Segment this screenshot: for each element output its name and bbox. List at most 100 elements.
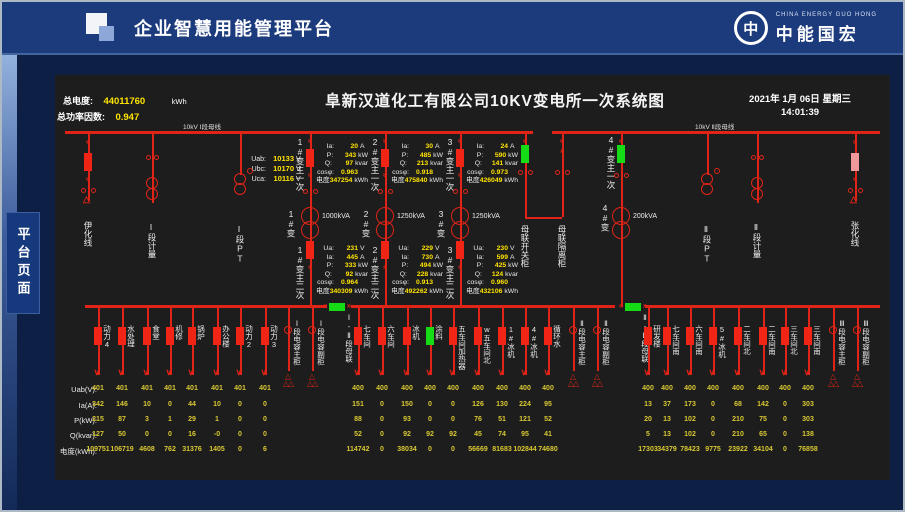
feeder-arrow-icon: ∨	[142, 367, 150, 377]
capacitor-bank-icon: △ △△	[851, 372, 863, 388]
metering-ct-circle	[751, 188, 763, 200]
feeder-label: 5#冰机	[717, 325, 727, 358]
bus2-label: 10kV Ⅱ段母线	[695, 124, 735, 131]
feeder-breaker[interactable]	[213, 327, 221, 345]
feeder-breaker[interactable]	[166, 327, 174, 345]
table-value: 401	[92, 385, 104, 392]
feeder-breaker[interactable]	[734, 327, 742, 345]
transformer-secondary-breaker[interactable]	[381, 241, 389, 259]
capacitor-fuse-circle	[829, 326, 837, 334]
feeder-arrow-icon: ∨	[543, 367, 551, 377]
pt-line	[707, 134, 709, 175]
bus-tie-breaker[interactable]	[521, 145, 529, 163]
meas-row: 电度 492262 kWh	[391, 287, 443, 295]
feeder-arrow-icon: ∨	[662, 367, 670, 377]
feeder-breaker[interactable]	[804, 327, 812, 345]
feeder-label: 七车间南	[671, 325, 681, 355]
feeder-arrow-icon: ∨	[235, 367, 243, 377]
feeder-label: 研发楼	[652, 325, 662, 348]
incomer-breaker[interactable]	[851, 153, 859, 171]
meas-row: Q: 97 kvar	[324, 160, 368, 167]
feeder-breaker[interactable]	[781, 327, 789, 345]
primary-measurement-box: Ia: 20 A P: 343 kW Q: 97 kvar cosφ: 0.963 电度 347254 k…	[316, 143, 368, 186]
feeder-breaker[interactable]	[544, 327, 552, 345]
feeder-breaker[interactable]	[261, 327, 269, 345]
app-header: 企业智慧用能管理平台 中 CHINA ENERGY GUO HONG 中能国宏	[2, 2, 903, 55]
feeder-breaker[interactable]	[378, 327, 386, 345]
table-value: 127	[92, 431, 104, 438]
metering-line	[152, 134, 154, 203]
feeder-label: w五车间北	[482, 325, 492, 364]
chevron-down-icon: «	[557, 138, 566, 144]
feeder-breaker[interactable]	[644, 327, 652, 345]
metering-label: Ⅱ段计量	[752, 223, 762, 259]
feeder-breaker[interactable]	[354, 327, 362, 345]
pt-circle	[701, 183, 713, 195]
scada-panel: 总电度: 44011760 kWh 总功率因数: 0.947 阜新汉道化工有限公…	[55, 75, 890, 480]
secondary-measurement-box: Ua: 230 V Ia: 599 A P: 425 kW Q: 124 kvar cosφ: 0.960…	[466, 245, 518, 296]
table-value: 34379	[657, 446, 677, 453]
table-value: 29	[188, 416, 196, 423]
incomer-breaker[interactable]	[84, 153, 92, 171]
feeder-breaker[interactable]	[709, 327, 717, 345]
table-value: 95	[544, 401, 552, 408]
platform-page-tab[interactable]: 平台页面	[6, 212, 40, 314]
feeder-breaker[interactable]	[143, 327, 151, 345]
feeder-breaker[interactable]	[449, 327, 457, 345]
table-value: 126	[472, 401, 484, 408]
feeder-arrow-icon: ∨	[497, 367, 505, 377]
table-row-label: Ia(A):	[78, 401, 97, 410]
table-value: 400	[376, 385, 388, 392]
table-value: 400	[424, 385, 436, 392]
feeder-breaker[interactable]	[236, 327, 244, 345]
table-value: 0	[238, 431, 242, 438]
transformer-primary-breaker[interactable]	[456, 149, 464, 167]
feeder-breaker[interactable]	[118, 327, 126, 345]
feeder-breaker[interactable]	[474, 327, 482, 345]
feeder-breaker[interactable]	[188, 327, 196, 345]
capacitor-cabinet-label: Ⅲ段电容主柜	[837, 319, 847, 366]
feeder-breaker[interactable]	[686, 327, 694, 345]
table-value: 342	[92, 401, 104, 408]
symbol-circle	[847, 187, 853, 193]
feeder-arrow-icon: ∨	[93, 367, 101, 377]
transformer-primary-breaker[interactable]	[306, 149, 314, 167]
meas-row: Ua: 229 V	[398, 245, 440, 252]
feeder-breaker[interactable]	[94, 327, 102, 345]
feeder-label: 动力3	[269, 325, 279, 349]
feeder-breaker[interactable]	[663, 327, 671, 345]
table-value: 87	[118, 416, 126, 423]
lv-bus-tie-breaker[interactable]	[329, 303, 345, 311]
table-value: 401	[116, 385, 128, 392]
feeder-breaker[interactable]	[498, 327, 506, 345]
table-value: 52	[354, 431, 362, 438]
primary-measurement-box: Ia: 24 A P: 590 kW Q: 141 kvar cosφ: 0.973 电度 426049…	[466, 143, 518, 186]
feeder-breaker[interactable]	[521, 327, 529, 345]
feeder-label: 4#冰机	[529, 325, 539, 358]
tie-switch-label: 母联开关柜	[520, 225, 530, 268]
table-value: 173	[684, 401, 696, 408]
feeder-breaker[interactable]	[426, 327, 434, 345]
feeder-breaker[interactable]	[403, 327, 411, 345]
chevron-down-icon: «	[305, 138, 314, 144]
transformer-primary-breaker[interactable]	[381, 149, 389, 167]
capacitor-bank-icon: △ △△	[282, 372, 294, 388]
transformer-name: 1#变	[286, 209, 296, 238]
table-value: 9775	[705, 446, 721, 453]
secondary-winding-label: 1#变主二次	[295, 245, 305, 299]
table-value: 303	[802, 401, 814, 408]
table-value: 102	[684, 416, 696, 423]
brand-text: CHINA ENERGY GUO HONG 中能国宏	[776, 12, 877, 45]
lv-bus-tie-breaker[interactable]	[625, 303, 641, 311]
table-value: 0	[451, 401, 455, 408]
table-value: 146	[116, 401, 128, 408]
lv-bus-tie-label: Ⅰ-Ⅱ段母联	[344, 313, 354, 363]
datetime-display: 2021年 1月 06日 星期三 14:01:39	[715, 93, 885, 119]
transformer-secondary-breaker[interactable]	[306, 241, 314, 259]
symbol-circle	[80, 187, 86, 193]
table-value: 401	[259, 385, 271, 392]
transformer-secondary-breaker[interactable]	[456, 241, 464, 259]
transformer4-primary-breaker[interactable]	[617, 145, 625, 163]
feeder-breaker[interactable]	[759, 327, 767, 345]
feeder-label: 六车间南	[694, 325, 704, 355]
